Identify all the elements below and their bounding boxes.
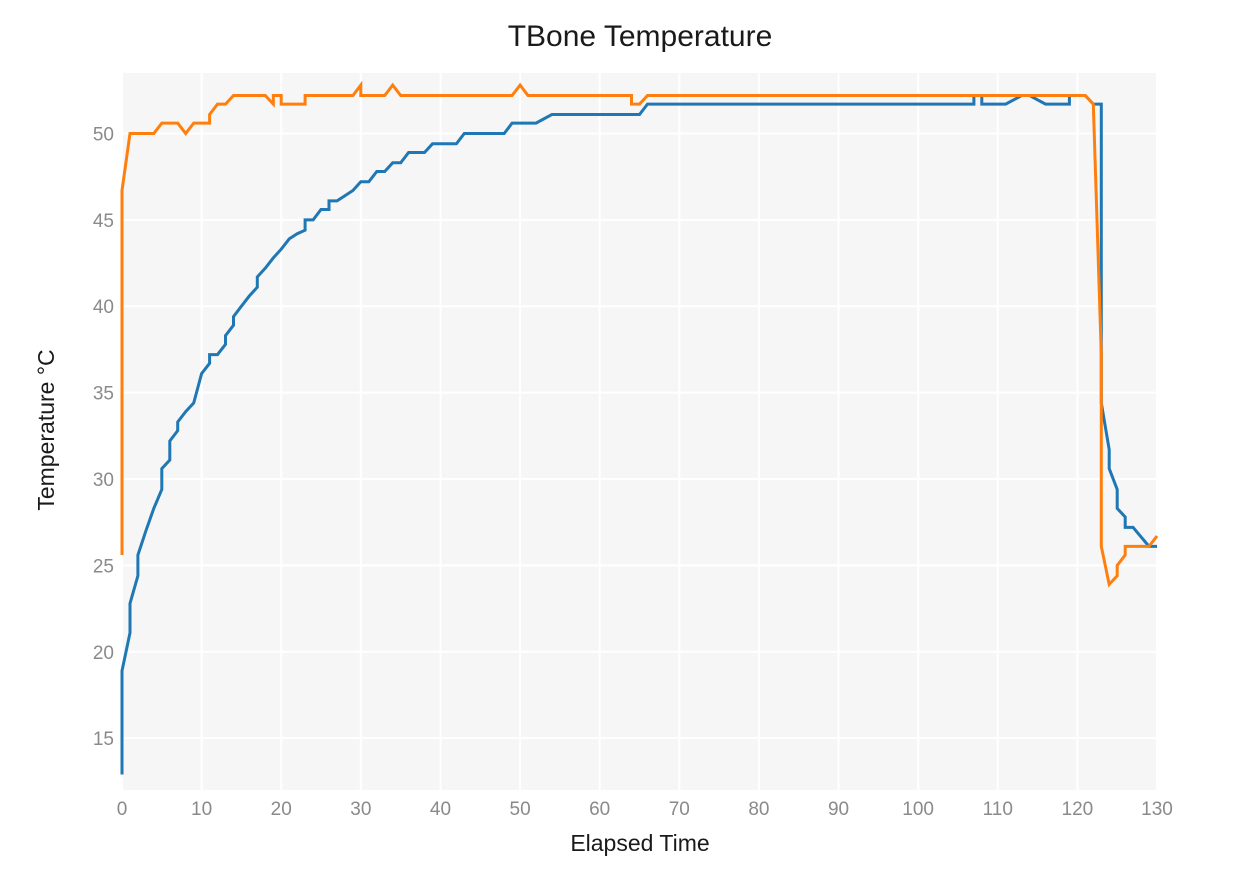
x-tick-label: 0	[117, 799, 128, 820]
y-tick-label: 45	[93, 211, 114, 232]
y-tick-label: 25	[93, 556, 114, 577]
x-tick-label: 80	[748, 799, 769, 820]
x-tick-label: 70	[669, 799, 690, 820]
x-tick-label: 100	[902, 799, 934, 820]
series-line-1	[120, 94, 1157, 775]
x-tick-label: 50	[510, 799, 531, 820]
y-axis-label: Temperature °C	[33, 349, 59, 510]
x-tick-label: 90	[828, 799, 849, 820]
y-tick-label: 15	[93, 729, 114, 750]
y-tick-label: 20	[93, 643, 114, 664]
x-tick-label: 130	[1141, 799, 1173, 820]
x-tick-label: 10	[191, 799, 212, 820]
x-tick-label: 110	[983, 799, 1013, 820]
x-tick-label: 60	[589, 799, 610, 820]
x-tick-label: 20	[271, 799, 292, 820]
plot-background	[122, 73, 1157, 790]
x-tick-label: 30	[350, 799, 371, 820]
x-tick-label: 40	[430, 799, 451, 820]
tick-labels: 0 10 20 30 40 50 60 70 80 90 100 110 120 130 15 20 25 30 3…	[93, 124, 1173, 820]
y-tick-label: 40	[93, 297, 114, 318]
series-line-2	[120, 80, 1159, 588]
y-tick-label: 50	[93, 124, 114, 145]
y-tick-label: 35	[93, 384, 114, 405]
grid	[121, 73, 1158, 790]
x-axis-label: Elapsed Time	[570, 830, 709, 856]
y-tick-label: 30	[93, 470, 114, 491]
chart-title: TBone Temperature	[508, 20, 773, 53]
x-tick-label: 120	[1062, 799, 1094, 820]
series-lines	[120, 80, 1159, 775]
